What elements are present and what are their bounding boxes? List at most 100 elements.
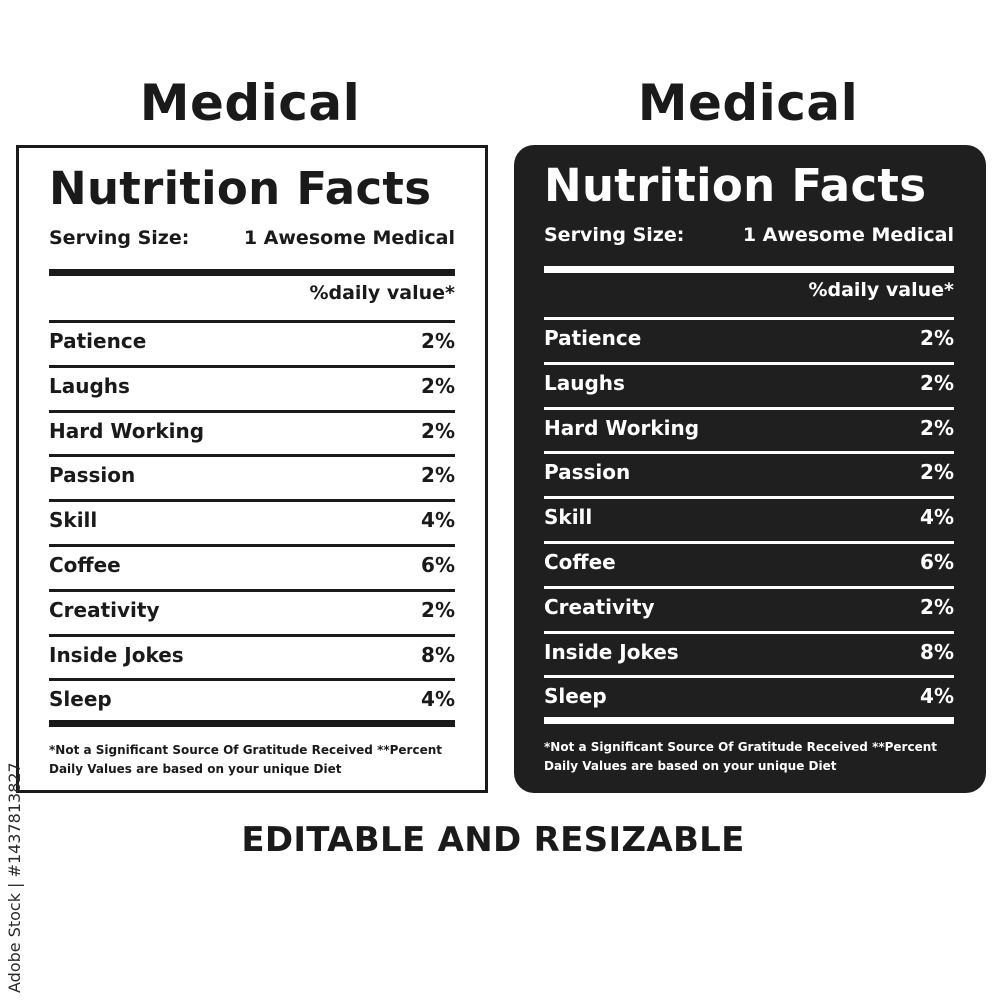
row-divider [544, 361, 954, 365]
nutrient-name: Skill [49, 508, 98, 533]
nutrient-row: Passion 2% [544, 451, 954, 496]
nutrient-name: Passion [49, 463, 136, 488]
nutrient-row: Creativity 2% [49, 588, 455, 634]
nutrient-value: 4% [421, 508, 455, 533]
bottom-divider [544, 717, 954, 724]
row-divider [49, 588, 455, 592]
nutrient-name: Sleep [544, 684, 607, 709]
nutrient-value: 6% [421, 552, 455, 577]
row-divider [49, 364, 455, 368]
nutrient-name: Coffee [49, 552, 121, 577]
footnote-line: Daily Values are based on your unique Di… [49, 762, 342, 776]
nutrient-value: 8% [920, 639, 954, 664]
nutrient-row: Inside Jokes 8% [49, 633, 455, 679]
footnote-line: *Not a Significant Source Of Gratitude R… [544, 740, 937, 754]
nutrient-value: 2% [920, 326, 954, 350]
nutrient-value: 4% [920, 505, 954, 530]
row-divider [544, 496, 954, 500]
nutrient-value: 2% [920, 594, 954, 619]
stock-id-text: Adobe Stock | #1437813827 [5, 762, 24, 993]
nutrient-list: Patience 2% Laughs 2% Hard Working 2% Passi… [544, 317, 954, 720]
nutrient-row: Patience 2% [544, 317, 954, 362]
row-divider [49, 543, 455, 547]
row-divider [544, 630, 954, 634]
nutrient-row: Laughs 2% [544, 361, 954, 407]
footnote: *Not a Significant Source Of Gratitude R… [544, 738, 958, 776]
serving-size-label: Serving Size: [544, 224, 685, 246]
serving-size: Serving Size: 1 Awesome Medical [544, 224, 954, 252]
nutrition-label-light: Nutrition Facts Serving Size: 1 Awesome … [16, 145, 488, 793]
nutrient-name: Laughs [544, 370, 625, 395]
nutrient-name: Inside Jokes [544, 639, 679, 664]
nutrient-value: 2% [421, 373, 455, 398]
nutrient-list: Patience 2% Laughs 2% Hard Working 2% Passi… [49, 320, 455, 723]
row-divider [544, 540, 954, 544]
nutrient-row: Passion 2% [49, 454, 455, 499]
nutrient-value: 2% [920, 415, 954, 440]
nutrient-value: 2% [421, 597, 455, 622]
nutrient-value: 2% [421, 418, 455, 443]
footnote: *Not a Significant Source Of Gratitude R… [49, 741, 459, 779]
nutrient-name: Inside Jokes [49, 642, 184, 667]
nutrient-value: 4% [421, 687, 455, 712]
nutrient-row: Sleep 4% [544, 675, 954, 720]
row-divider [49, 633, 455, 637]
nutrient-name: Skill [544, 505, 593, 530]
row-divider [544, 585, 954, 589]
row-divider [544, 406, 954, 410]
daily-value-header: %daily value* [808, 279, 954, 301]
nutrient-row: Inside Jokes 8% [544, 630, 954, 676]
tagline: EDITABLE AND RESIZABLE [241, 820, 745, 860]
nutrient-name: Sleep [49, 687, 112, 712]
nutrient-name: Passion [544, 460, 631, 485]
nutrient-row: Skill 4% [49, 499, 455, 544]
headline-right: Medical [637, 74, 859, 132]
nutrient-name: Patience [544, 326, 642, 350]
serving-size-label: Serving Size: [49, 227, 190, 249]
nutrition-label-dark: Nutrition Facts Serving Size: 1 Awesome … [514, 145, 986, 793]
row-divider [544, 317, 954, 320]
nutrient-value: 2% [920, 460, 954, 485]
nutrient-row: Coffee 6% [544, 540, 954, 586]
nutrient-row: Creativity 2% [544, 585, 954, 631]
label-title: Nutrition Facts [544, 159, 927, 212]
serving-size: Serving Size: 1 Awesome Medical [49, 227, 455, 255]
nutrient-name: Hard Working [49, 418, 205, 443]
row-divider [49, 320, 455, 323]
nutrient-value: 8% [421, 642, 455, 667]
nutrient-row: Patience 2% [49, 320, 455, 365]
nutrient-row: Coffee 6% [49, 543, 455, 589]
row-divider [49, 678, 455, 682]
row-divider [544, 675, 954, 679]
nutrient-name: Patience [49, 329, 147, 353]
nutrient-value: 2% [920, 370, 954, 395]
nutrient-value: 2% [421, 329, 455, 353]
row-divider [544, 451, 954, 455]
nutrient-name: Creativity [544, 594, 655, 619]
nutrient-row: Hard Working 2% [544, 406, 954, 452]
nutrient-value: 4% [920, 684, 954, 709]
daily-value-header: %daily value* [309, 282, 455, 304]
footnote-line: *Not a Significant Source Of Gratitude R… [49, 743, 442, 757]
nutrient-row: Laughs 2% [49, 364, 455, 410]
label-content: Nutrition Facts Serving Size: 1 Awesome … [544, 145, 954, 793]
serving-size-value: 1 Awesome Medical [742, 224, 954, 246]
nutrient-name: Coffee [544, 549, 616, 574]
row-divider [49, 499, 455, 503]
headline-left: Medical [139, 74, 361, 132]
top-divider [49, 269, 455, 276]
row-divider [49, 409, 455, 413]
bottom-divider [49, 720, 455, 727]
footnote-line: Daily Values are based on your unique Di… [544, 759, 837, 773]
nutrient-name: Hard Working [544, 415, 700, 440]
nutrient-value: 6% [920, 549, 954, 574]
nutrient-name: Laughs [49, 373, 130, 398]
row-divider [49, 454, 455, 458]
top-divider [544, 266, 954, 273]
nutrient-row: Skill 4% [544, 496, 954, 541]
label-title: Nutrition Facts [49, 162, 432, 215]
nutrient-row: Sleep 4% [49, 678, 455, 723]
nutrient-name: Creativity [49, 597, 160, 622]
nutrient-value: 2% [421, 463, 455, 488]
nutrient-row: Hard Working 2% [49, 409, 455, 455]
